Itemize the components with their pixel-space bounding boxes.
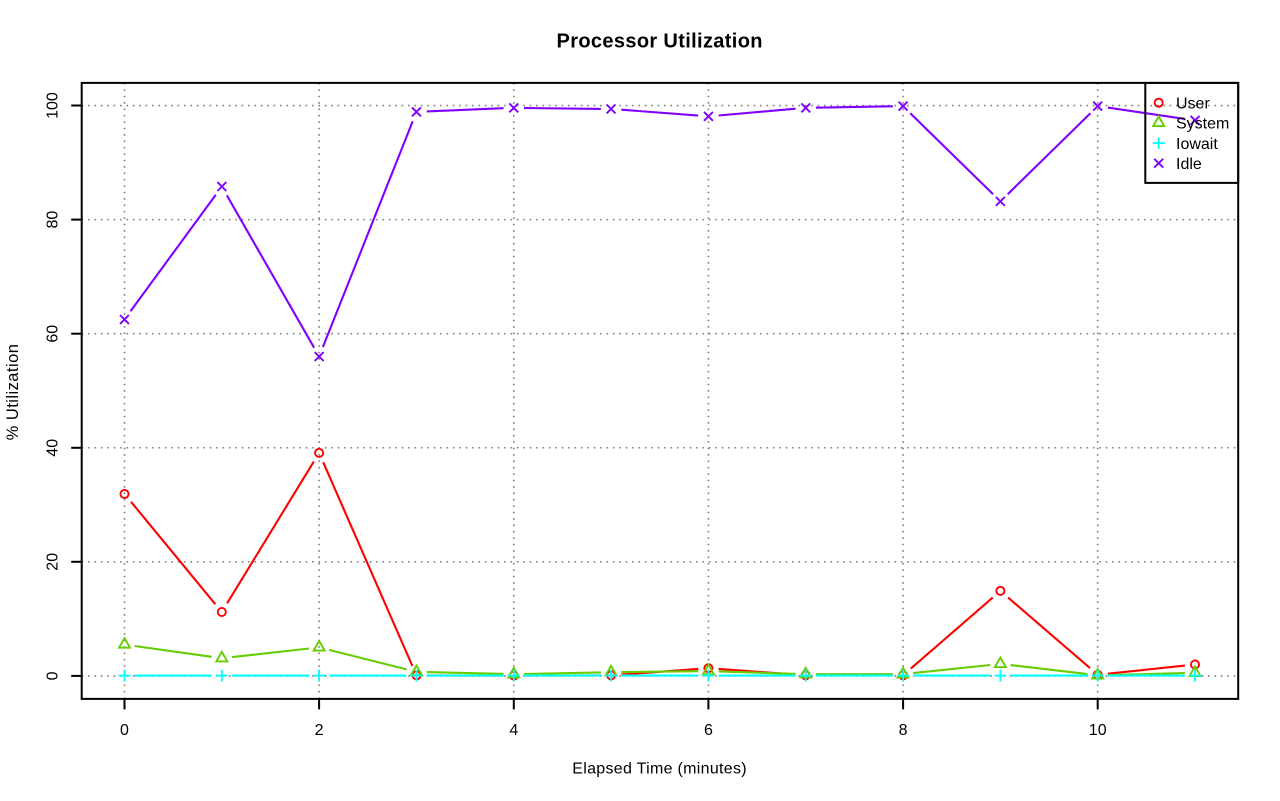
svg-text:6: 6 <box>704 722 713 739</box>
svg-text:Iowait: Iowait <box>1176 136 1218 153</box>
svg-text:80: 80 <box>45 211 62 229</box>
svg-text:10: 10 <box>1089 722 1107 739</box>
svg-text:0: 0 <box>45 671 62 680</box>
svg-text:8: 8 <box>899 722 908 739</box>
svg-text:User: User <box>1176 96 1210 113</box>
svg-text:40: 40 <box>45 439 62 457</box>
svg-text:2: 2 <box>315 722 324 739</box>
svg-text:20: 20 <box>45 553 62 571</box>
svg-text:Idle: Idle <box>1176 156 1202 173</box>
svg-text:System: System <box>1176 116 1229 133</box>
svg-text:60: 60 <box>45 325 62 343</box>
svg-text:4: 4 <box>509 722 518 739</box>
svg-text:% Utilization: % Utilization <box>4 344 22 441</box>
svg-text:100: 100 <box>45 92 62 119</box>
svg-text:0: 0 <box>120 722 129 739</box>
svg-text:Processor Utilization: Processor Utilization <box>557 31 763 53</box>
svg-text:Elapsed Time (minutes): Elapsed Time (minutes) <box>572 761 747 778</box>
